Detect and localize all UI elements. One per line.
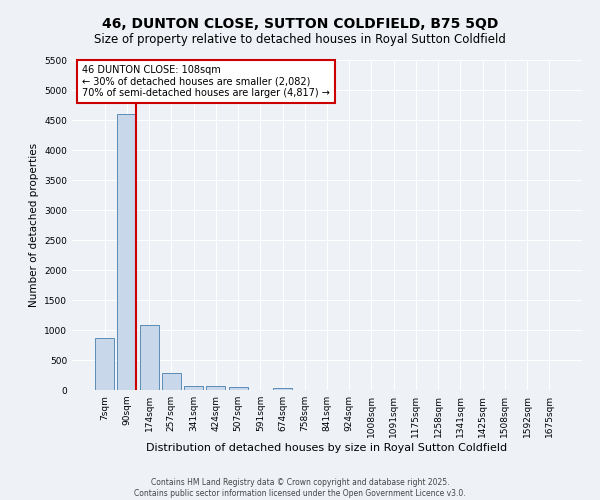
- Bar: [184, 386, 203, 390]
- Text: 46, DUNTON CLOSE, SUTTON COLDFIELD, B75 5QD: 46, DUNTON CLOSE, SUTTON COLDFIELD, B75 …: [102, 18, 498, 32]
- Bar: [229, 386, 248, 390]
- Bar: [206, 386, 225, 390]
- Y-axis label: Number of detached properties: Number of detached properties: [29, 143, 38, 307]
- Text: 46 DUNTON CLOSE: 108sqm
← 30% of detached houses are smaller (2,082)
70% of semi: 46 DUNTON CLOSE: 108sqm ← 30% of detache…: [82, 65, 330, 98]
- Bar: [162, 372, 181, 390]
- X-axis label: Distribution of detached houses by size in Royal Sutton Coldfield: Distribution of detached houses by size …: [146, 442, 508, 452]
- Text: Contains HM Land Registry data © Crown copyright and database right 2025.
Contai: Contains HM Land Registry data © Crown c…: [134, 478, 466, 498]
- Bar: [118, 114, 136, 390]
- Bar: [140, 325, 158, 390]
- Bar: [95, 338, 114, 390]
- Bar: [273, 388, 292, 390]
- Text: Size of property relative to detached houses in Royal Sutton Coldfield: Size of property relative to detached ho…: [94, 32, 506, 46]
